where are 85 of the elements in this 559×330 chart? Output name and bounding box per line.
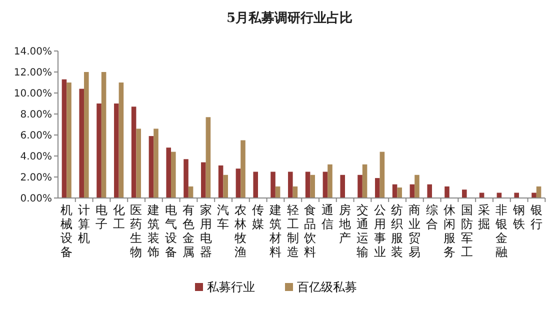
- bar: [532, 192, 536, 198]
- bar: [536, 186, 542, 198]
- y-tick-label: 6.00%: [20, 130, 52, 142]
- y-tick-label: 12.00%: [14, 68, 52, 78]
- x-tick-label: 非银金融: [494, 203, 508, 259]
- bar: [305, 172, 310, 198]
- bar: [223, 174, 228, 198]
- bar: [240, 140, 246, 198]
- x-tick-label: 医药生物: [130, 203, 142, 259]
- y-tick-label: 0.00%: [20, 194, 52, 204]
- bar: [292, 186, 298, 198]
- y-tick-label: 2.00%: [20, 172, 52, 184]
- bar: [166, 148, 172, 198]
- bar: [514, 192, 519, 198]
- x-tick-label: 公用事业: [374, 203, 386, 259]
- bar: [427, 184, 432, 198]
- chart-title: 5月私募调研行业占比: [226, 11, 353, 26]
- bar: [206, 117, 211, 198]
- bar: [236, 168, 241, 198]
- bar: [380, 152, 385, 198]
- legend-label: 百亿级私募: [297, 280, 357, 294]
- bar: [131, 106, 136, 198]
- bar: [340, 174, 345, 198]
- x-tick-label: 休闲服务: [443, 203, 456, 259]
- bar: [444, 186, 450, 198]
- bar: [79, 88, 84, 198]
- y-tick-label: 4.00%: [20, 152, 52, 162]
- x-tick-label: 电气设备: [165, 203, 178, 259]
- bar: [392, 184, 398, 198]
- x-tick-label: 国防军工: [460, 203, 473, 259]
- x-tick-label: 食品饮料: [303, 203, 316, 259]
- x-tick-label: 交通运输: [356, 203, 368, 259]
- bar: [154, 128, 158, 198]
- x-tick-label: 机械设备: [60, 203, 73, 259]
- bar: [118, 82, 124, 198]
- bar: [136, 128, 141, 198]
- x-tick-label: 银行: [529, 203, 542, 231]
- x-tick-label: 汽车: [217, 203, 230, 231]
- bar: [362, 164, 368, 198]
- bar: [375, 178, 380, 198]
- x-tick-label: 建筑材料: [268, 203, 282, 259]
- y-tick-label: 10.00%: [14, 88, 52, 100]
- bar: [288, 172, 293, 198]
- bar: [310, 174, 315, 198]
- bar: [397, 188, 402, 198]
- bar: [101, 72, 106, 198]
- x-tick-label: 有色金属: [182, 203, 194, 259]
- x-tick-label: 电子: [95, 203, 108, 231]
- x-tick-label: 化工: [112, 203, 125, 231]
- bar: [410, 184, 415, 198]
- bar: [201, 162, 206, 198]
- bar: [84, 72, 89, 198]
- bar: [328, 164, 332, 198]
- bar: [62, 79, 67, 198]
- x-tick-label: 家用电器: [200, 203, 212, 259]
- bar: [148, 136, 154, 198]
- x-tick-label: 钢铁: [512, 203, 525, 231]
- x-tick-label: 商业贸易: [408, 203, 421, 259]
- bar: [275, 186, 280, 198]
- bar: [184, 159, 188, 198]
- bar: [462, 190, 467, 198]
- bar: [66, 82, 72, 198]
- y-tick-label: 14.00%: [14, 46, 52, 58]
- bar: [188, 186, 194, 198]
- x-tick-label: 综合: [426, 203, 438, 231]
- y-tick-label: 8.00%: [20, 110, 52, 120]
- bar: [218, 165, 224, 198]
- x-tick-label: 传媒: [252, 203, 264, 231]
- bar: [414, 174, 420, 198]
- x-tick-label: 通信: [322, 203, 334, 231]
- bar: [270, 172, 276, 198]
- bar: [114, 104, 119, 198]
- x-tick-label: 纺织服装: [391, 203, 404, 259]
- x-tick-label: 轻工制造: [286, 203, 299, 259]
- x-tick-label: 采掘: [478, 203, 490, 231]
- bar: [96, 104, 102, 198]
- x-tick-label: 建筑装饰: [146, 203, 160, 259]
- legend-label: 私募行业: [207, 280, 255, 294]
- bar: [171, 152, 176, 198]
- bar: [358, 174, 362, 198]
- x-tick-label: 房地产: [338, 203, 351, 245]
- x-tick-label: 计算机: [78, 203, 90, 245]
- bar: [322, 172, 328, 198]
- x-tick-label: 农林牧渔: [234, 203, 247, 259]
- bar: [253, 172, 258, 198]
